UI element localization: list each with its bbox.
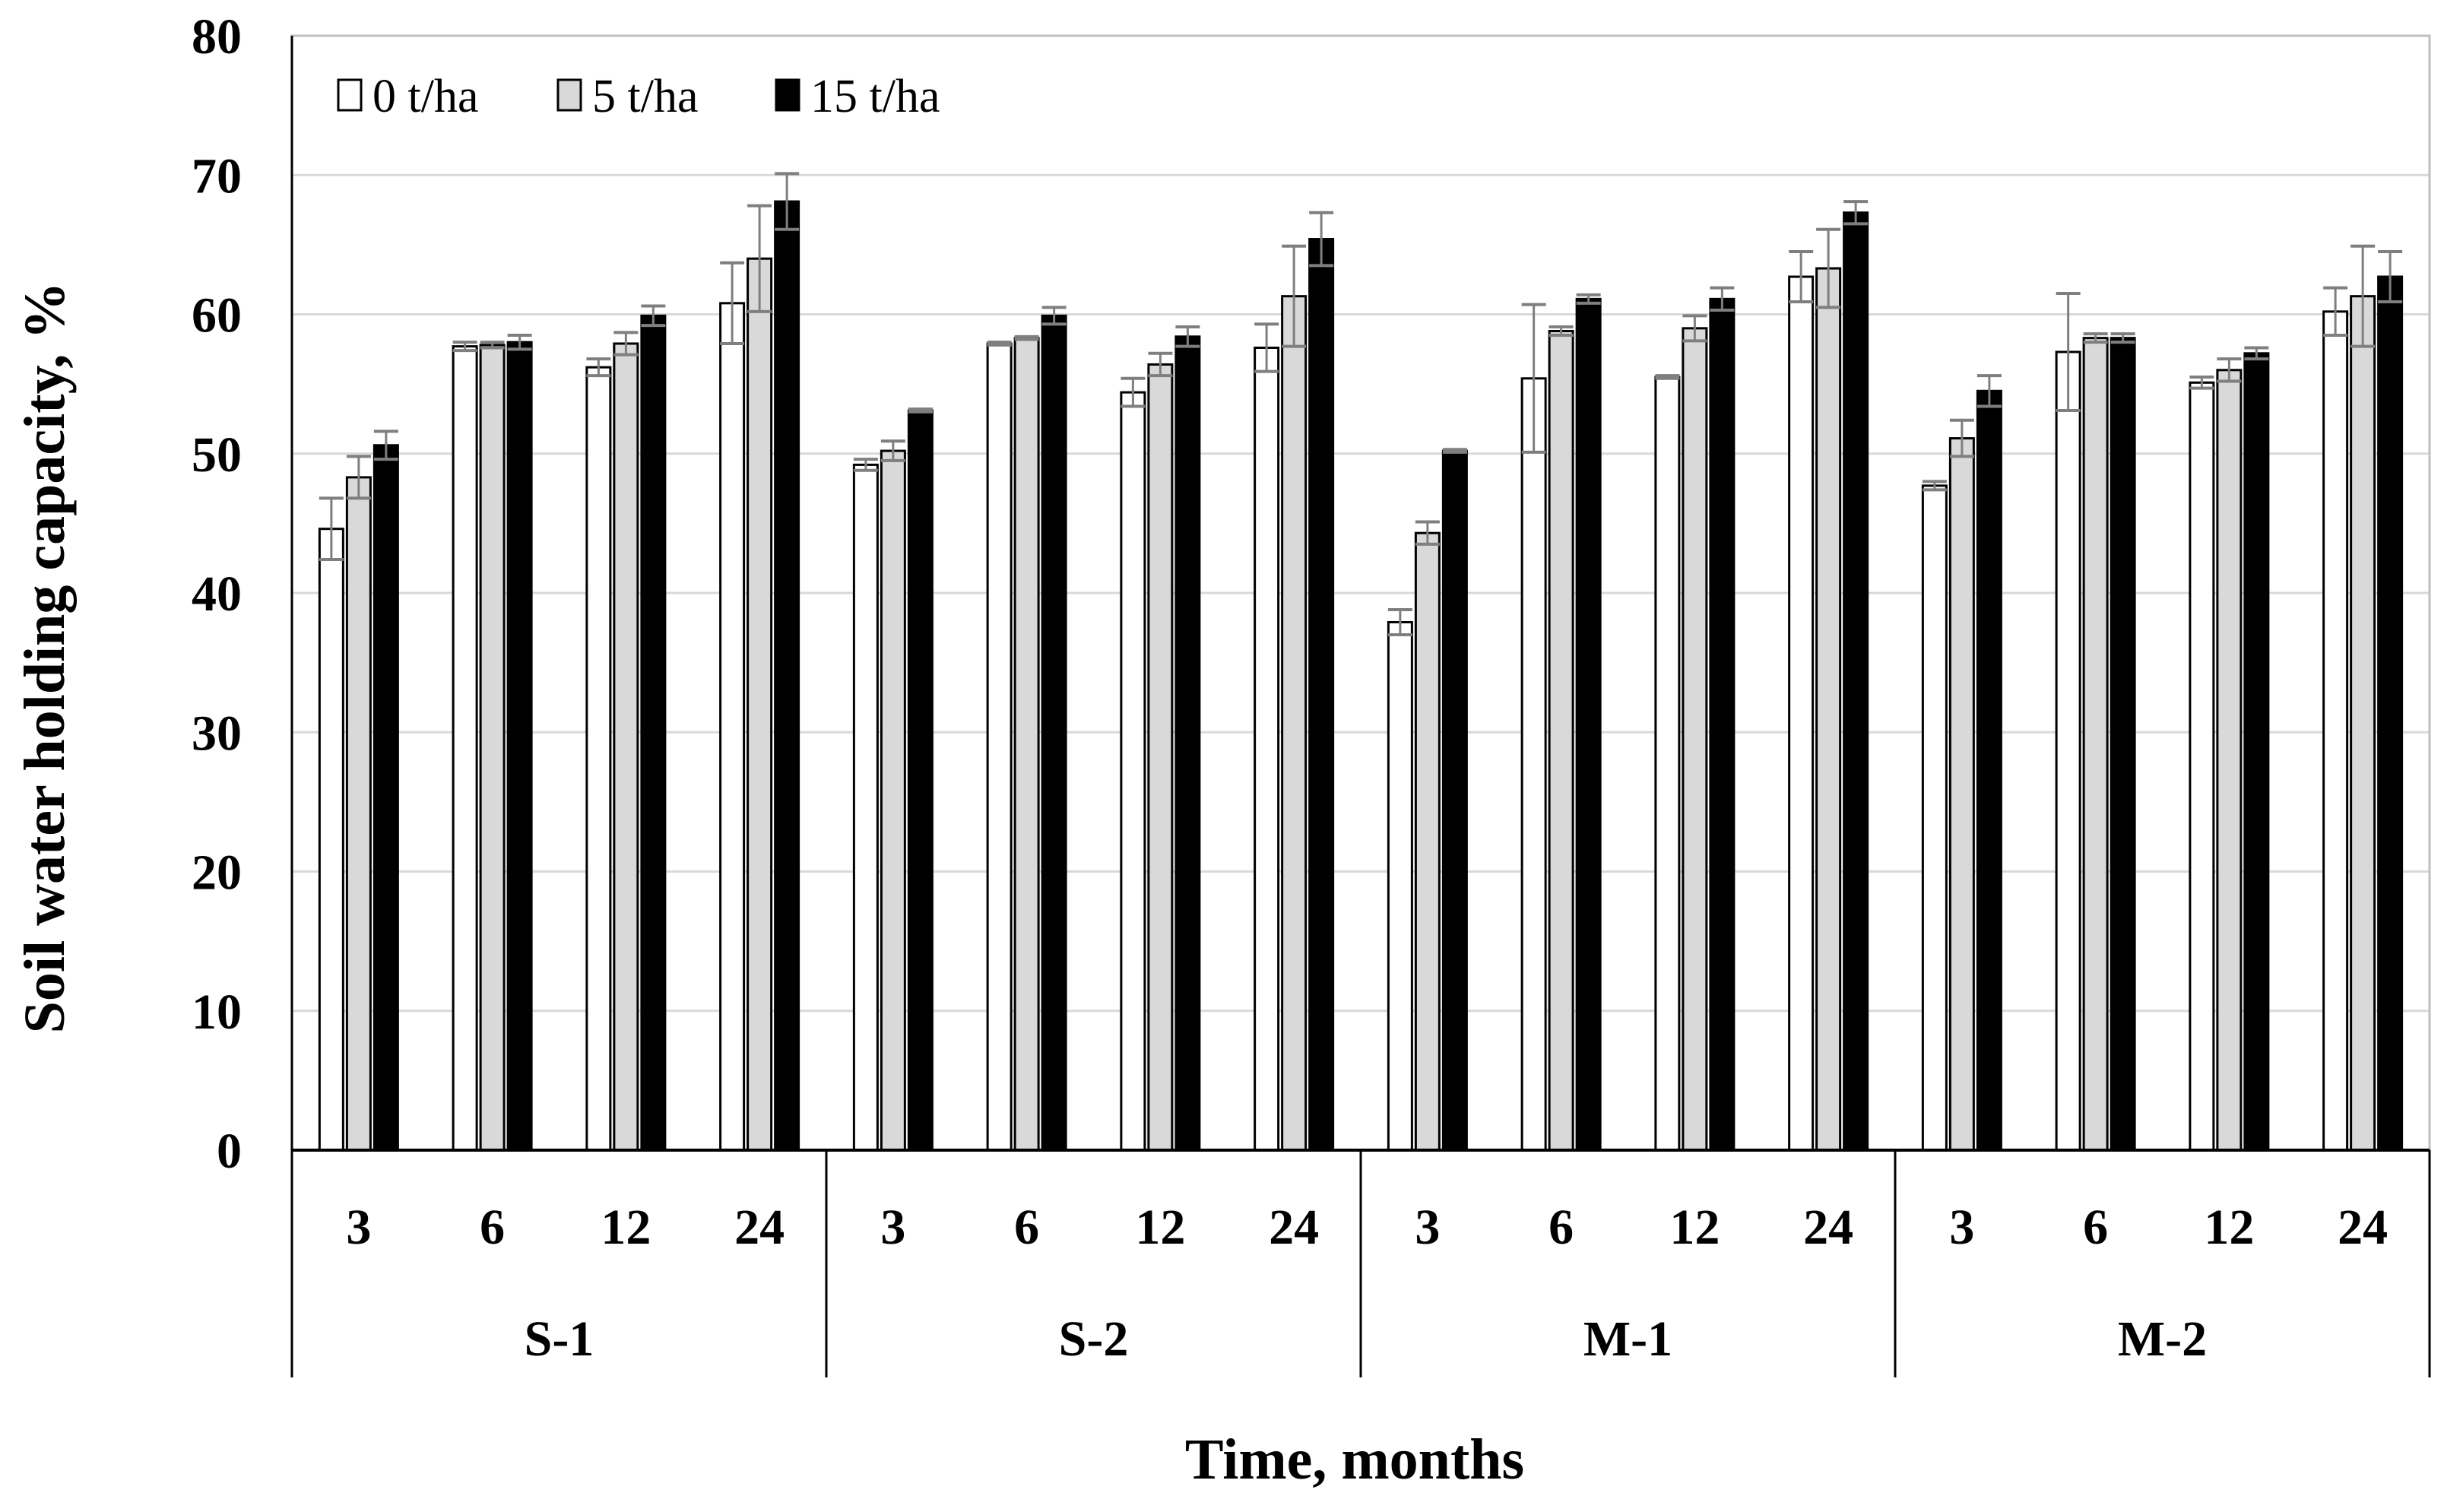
bar bbox=[1441, 449, 1468, 1152]
y-axis-title: Soil water holding capacity, % bbox=[13, 282, 77, 1034]
y-tick-label: 70 bbox=[192, 148, 242, 204]
bar bbox=[1120, 391, 1146, 1152]
x-tick-label: 6 bbox=[480, 1200, 505, 1255]
x-tick-label: 6 bbox=[2083, 1200, 2108, 1255]
x-tick-label: 12 bbox=[2204, 1200, 2254, 1255]
bar bbox=[506, 341, 533, 1152]
bar bbox=[640, 314, 667, 1152]
x-tick-label: 24 bbox=[1269, 1200, 1319, 1255]
bar bbox=[1254, 346, 1280, 1152]
group-label: S-2 bbox=[1059, 1311, 1129, 1367]
bar bbox=[1575, 297, 1602, 1152]
bar bbox=[2189, 381, 2215, 1152]
bar bbox=[1815, 267, 1842, 1152]
bar bbox=[452, 345, 478, 1152]
bar bbox=[852, 463, 879, 1152]
bar bbox=[747, 257, 773, 1152]
x-tick-label: 12 bbox=[1135, 1200, 1185, 1255]
bar bbox=[1013, 337, 1040, 1152]
x-tick-label: 3 bbox=[346, 1200, 371, 1255]
bar bbox=[2322, 310, 2349, 1152]
legend-label: 0 t/ha bbox=[372, 71, 478, 122]
bar bbox=[613, 342, 639, 1152]
bar bbox=[1654, 376, 1681, 1152]
bar bbox=[1308, 238, 1335, 1152]
x-tick-label: 12 bbox=[1669, 1200, 1720, 1255]
y-tick-label: 30 bbox=[192, 705, 242, 761]
bar bbox=[1788, 275, 1815, 1152]
bar bbox=[1520, 377, 1547, 1152]
group-labels: S-1 S-2 M-1 M-2 bbox=[525, 1311, 2207, 1367]
bar bbox=[1548, 329, 1574, 1152]
error-bars bbox=[319, 172, 2403, 636]
bar bbox=[2243, 352, 2270, 1152]
bar bbox=[2110, 337, 2136, 1152]
bar bbox=[774, 200, 800, 1152]
bars bbox=[318, 200, 2404, 1152]
legend-swatch bbox=[775, 78, 800, 112]
bar bbox=[1948, 437, 1975, 1152]
legend-label: 5 t/ha bbox=[592, 71, 698, 122]
axes bbox=[290, 34, 2431, 1377]
bar bbox=[2216, 369, 2243, 1152]
x-tick-label: 3 bbox=[1949, 1200, 1974, 1255]
legend-label: 15 t/ha bbox=[810, 71, 940, 122]
bar bbox=[1174, 335, 1201, 1152]
group-label: S-1 bbox=[525, 1311, 594, 1367]
x-tick-label: 3 bbox=[1415, 1200, 1440, 1255]
bar bbox=[880, 449, 906, 1152]
y-tick-label: 10 bbox=[192, 984, 242, 1040]
x-tick-labels: 3 6 12 24 3 6 12 24 3 6 12 24 3 6 12 24 bbox=[346, 1200, 2388, 1255]
y-tick-label: 80 bbox=[192, 9, 242, 65]
group-label: M-1 bbox=[1583, 1311, 1672, 1367]
group-label: M-2 bbox=[2118, 1311, 2207, 1367]
x-tick-label: 6 bbox=[1014, 1200, 1039, 1255]
bar bbox=[907, 409, 934, 1152]
bar bbox=[2350, 295, 2376, 1152]
y-tick-label: 50 bbox=[192, 427, 242, 483]
bar bbox=[318, 528, 344, 1152]
x-axis-title: Time, months bbox=[1185, 1428, 1524, 1491]
bar bbox=[2377, 275, 2404, 1152]
bar bbox=[585, 366, 612, 1152]
bar bbox=[986, 342, 1013, 1152]
bar bbox=[1921, 484, 1948, 1152]
bar bbox=[1041, 314, 1067, 1152]
bar bbox=[2055, 350, 2081, 1152]
bar bbox=[372, 444, 399, 1152]
x-tick-label: 24 bbox=[2338, 1200, 2388, 1255]
x-tick-label: 6 bbox=[1549, 1200, 1574, 1255]
y-tick-label: 20 bbox=[192, 845, 242, 901]
bar bbox=[479, 344, 506, 1152]
bar bbox=[2082, 337, 2109, 1152]
bar bbox=[1387, 620, 1413, 1152]
y-tick-label: 60 bbox=[192, 288, 242, 344]
x-tick-label: 24 bbox=[1803, 1200, 1853, 1255]
x-tick-label: 24 bbox=[734, 1200, 785, 1255]
y-tick-label: 0 bbox=[217, 1124, 242, 1179]
legend-swatch bbox=[337, 78, 363, 112]
bar bbox=[1414, 531, 1441, 1152]
bar bbox=[345, 476, 372, 1152]
bar bbox=[1682, 327, 1708, 1152]
bar bbox=[719, 302, 746, 1152]
bar bbox=[1147, 363, 1174, 1152]
bar bbox=[1976, 389, 2002, 1152]
bar bbox=[1281, 295, 1308, 1152]
x-tick-label: 12 bbox=[601, 1200, 651, 1255]
legend-swatch bbox=[556, 78, 582, 112]
y-tick-label: 40 bbox=[192, 566, 242, 622]
bar bbox=[1709, 297, 1736, 1152]
y-tick-labels: 0 10 20 30 40 50 60 70 80 bbox=[192, 9, 242, 1179]
x-tick-label: 3 bbox=[880, 1200, 905, 1255]
bar bbox=[1843, 211, 1869, 1152]
legend: 0 t/ha 5 t/ha 15 t/ha bbox=[337, 71, 940, 122]
